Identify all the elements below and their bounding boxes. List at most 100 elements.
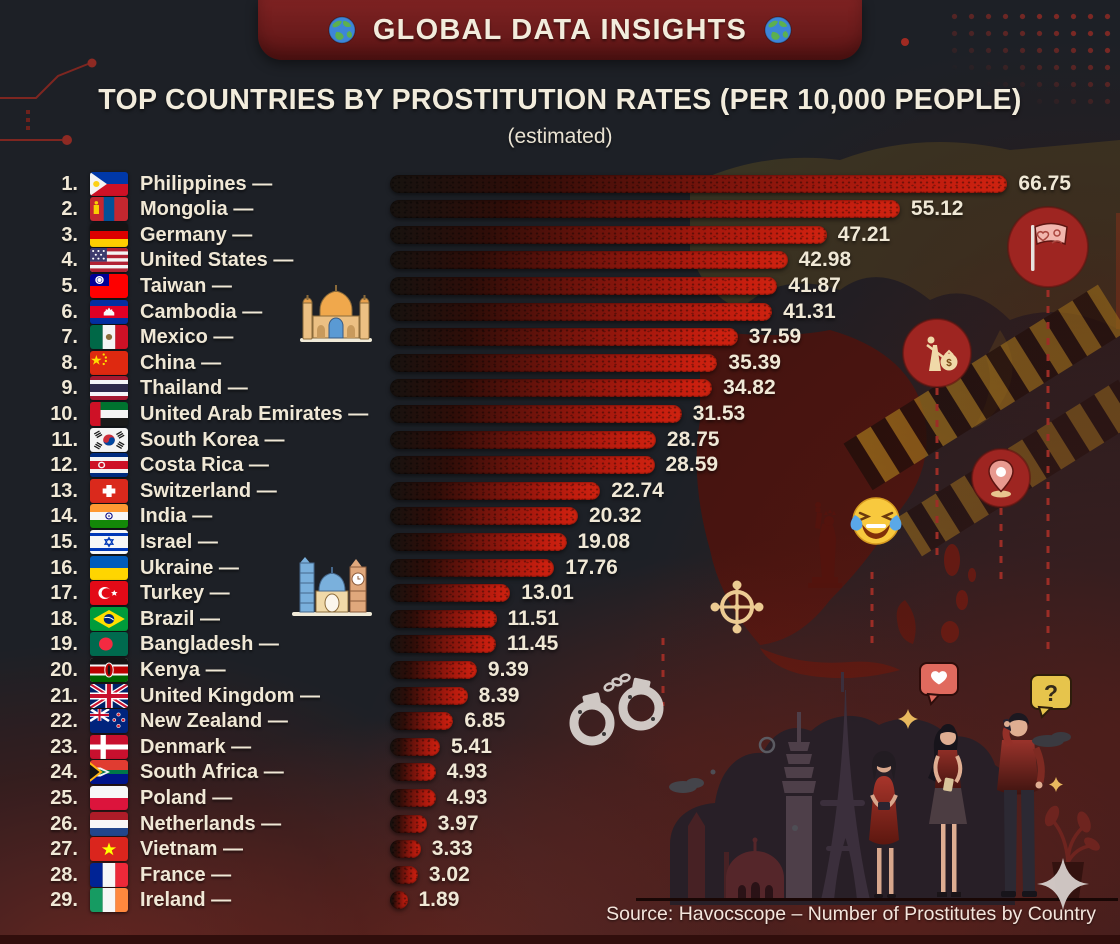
country-label: India — bbox=[140, 505, 213, 528]
value-bar bbox=[390, 788, 436, 807]
country-label: Costa Rica — bbox=[140, 454, 269, 477]
value-bar bbox=[390, 763, 436, 782]
rank-label: 27. bbox=[50, 838, 78, 861]
value-label: 13.01 bbox=[521, 581, 574, 605]
rank-label: 2. bbox=[61, 198, 78, 221]
value-bar bbox=[390, 737, 440, 756]
country-label: Bangladesh — bbox=[140, 633, 279, 656]
value-label: 28.59 bbox=[665, 453, 719, 477]
chart-row: 27. Vietnam — 3.33 bbox=[0, 836, 1120, 862]
rank-label: 14. bbox=[50, 505, 78, 528]
value-label: 3.97 bbox=[437, 811, 479, 835]
country-label: Poland — bbox=[140, 786, 233, 809]
value-label: 42.98 bbox=[798, 248, 852, 272]
chart-row: 13. Switzerland — 22.74 bbox=[0, 478, 1120, 504]
value-bar bbox=[390, 712, 454, 731]
value-bar bbox=[390, 532, 567, 551]
fr-country-flag-icon bbox=[90, 862, 128, 887]
rank-label: 24. bbox=[50, 761, 78, 784]
chart-row: 5. Taiwan — 41.87 bbox=[0, 273, 1120, 299]
nl-country-flag-icon bbox=[90, 811, 128, 836]
rank-label: 1. bbox=[61, 172, 78, 195]
kr-country-flag-icon bbox=[90, 427, 128, 452]
value-label: 3.02 bbox=[428, 862, 470, 886]
value-label: 41.87 bbox=[788, 273, 841, 297]
chart-row: 1. Philippines — 66.75 bbox=[0, 171, 1120, 197]
value-bar bbox=[390, 891, 408, 910]
value-label: 1.89 bbox=[418, 888, 460, 912]
rank-label: 16. bbox=[50, 556, 78, 579]
chart-row: 20. Kenya — 9.39 bbox=[0, 657, 1120, 683]
value-label: 28.75 bbox=[666, 427, 720, 451]
country-label: United States — bbox=[140, 249, 294, 272]
page-title: TOP COUNTRIES BY PROSTITUTION RATES (PER… bbox=[98, 84, 1022, 116]
chart-row: 6. Cambodia — 41.31 bbox=[0, 299, 1120, 325]
globe-icon bbox=[328, 16, 356, 44]
mx-country-flag-icon bbox=[90, 325, 128, 350]
rank-label: 28. bbox=[50, 863, 78, 886]
value-label: 4.93 bbox=[446, 785, 488, 809]
value-bar bbox=[390, 276, 778, 295]
value-bar bbox=[390, 200, 900, 219]
rank-label: 12. bbox=[50, 454, 78, 477]
country-label: Vietnam — bbox=[140, 838, 243, 861]
rank-label: 26. bbox=[50, 812, 78, 835]
value-label: 11.51 bbox=[507, 606, 559, 630]
value-bar bbox=[390, 328, 738, 347]
chart-row: 14. India — 20.32 bbox=[0, 503, 1120, 529]
chart-row: 15. Israel — 19.08 bbox=[0, 529, 1120, 555]
chart-row: 8. China — 35.39 bbox=[0, 350, 1120, 376]
value-label: 11.45 bbox=[506, 632, 559, 656]
gb-country-flag-icon bbox=[90, 683, 128, 708]
page-subtitle: (estimated) bbox=[507, 125, 613, 148]
cn-country-flag-icon bbox=[90, 350, 128, 375]
pl-country-flag-icon bbox=[90, 785, 128, 810]
value-label: 37.59 bbox=[748, 325, 802, 349]
chart-row: 9. Thailand — 34.82 bbox=[0, 375, 1120, 401]
chart-row: 7. Mexico — 37.59 bbox=[0, 324, 1120, 350]
value-bar bbox=[390, 302, 773, 321]
value-label: 31.53 bbox=[692, 401, 746, 425]
rank-label: 15. bbox=[50, 530, 78, 553]
bd-country-flag-icon bbox=[90, 632, 128, 657]
chart-row: 12. Costa Rica — 28.59 bbox=[0, 452, 1120, 478]
rank-label: 23. bbox=[50, 735, 78, 758]
us-country-flag-icon bbox=[90, 248, 128, 273]
ae-country-flag-icon bbox=[90, 401, 128, 426]
value-label: 47.21 bbox=[837, 222, 891, 246]
country-label: Netherlands — bbox=[140, 812, 282, 835]
chart-row: 4. United States — 42.98 bbox=[0, 247, 1120, 273]
chart-row: 18. Brazil — 11.51 bbox=[0, 606, 1120, 632]
value-bar bbox=[390, 558, 555, 577]
country-label: China — bbox=[140, 351, 222, 374]
value-bar bbox=[390, 225, 827, 244]
tr-country-flag-icon bbox=[90, 581, 128, 606]
country-label: Turkey — bbox=[140, 582, 230, 605]
rank-label: 13. bbox=[50, 479, 78, 502]
value-label: 19.08 bbox=[577, 529, 631, 553]
value-label: 17.76 bbox=[565, 555, 618, 579]
chart-row: 11. South Korea — 28.75 bbox=[0, 427, 1120, 453]
chart-row: 21. United Kingdom — 8.39 bbox=[0, 683, 1120, 709]
banner-title: GLOBAL DATA INSIGHTS bbox=[372, 13, 748, 46]
value-bar bbox=[390, 584, 511, 603]
value-label: 35.39 bbox=[728, 350, 781, 374]
country-label: Mongolia — bbox=[140, 198, 254, 221]
chart-row: 23. Denmark — 5.41 bbox=[0, 734, 1120, 760]
nz-country-flag-icon bbox=[90, 709, 128, 734]
value-bar bbox=[390, 481, 601, 500]
country-label: Taiwan — bbox=[140, 274, 232, 297]
value-bar bbox=[390, 379, 713, 398]
rank-label: 6. bbox=[61, 300, 78, 323]
value-bar bbox=[390, 814, 427, 833]
ch-country-flag-icon bbox=[90, 478, 128, 503]
value-label: 20.32 bbox=[589, 504, 642, 528]
rank-label: 10. bbox=[50, 402, 78, 425]
country-label: Israel — bbox=[140, 530, 218, 553]
source-attribution: Source: Havocscope – Number of Prostitut… bbox=[606, 903, 1096, 925]
il-country-flag-icon bbox=[90, 529, 128, 554]
chart-row: 28. France — 3.02 bbox=[0, 862, 1120, 888]
th-country-flag-icon bbox=[90, 376, 128, 401]
rank-label: 21. bbox=[50, 684, 78, 707]
